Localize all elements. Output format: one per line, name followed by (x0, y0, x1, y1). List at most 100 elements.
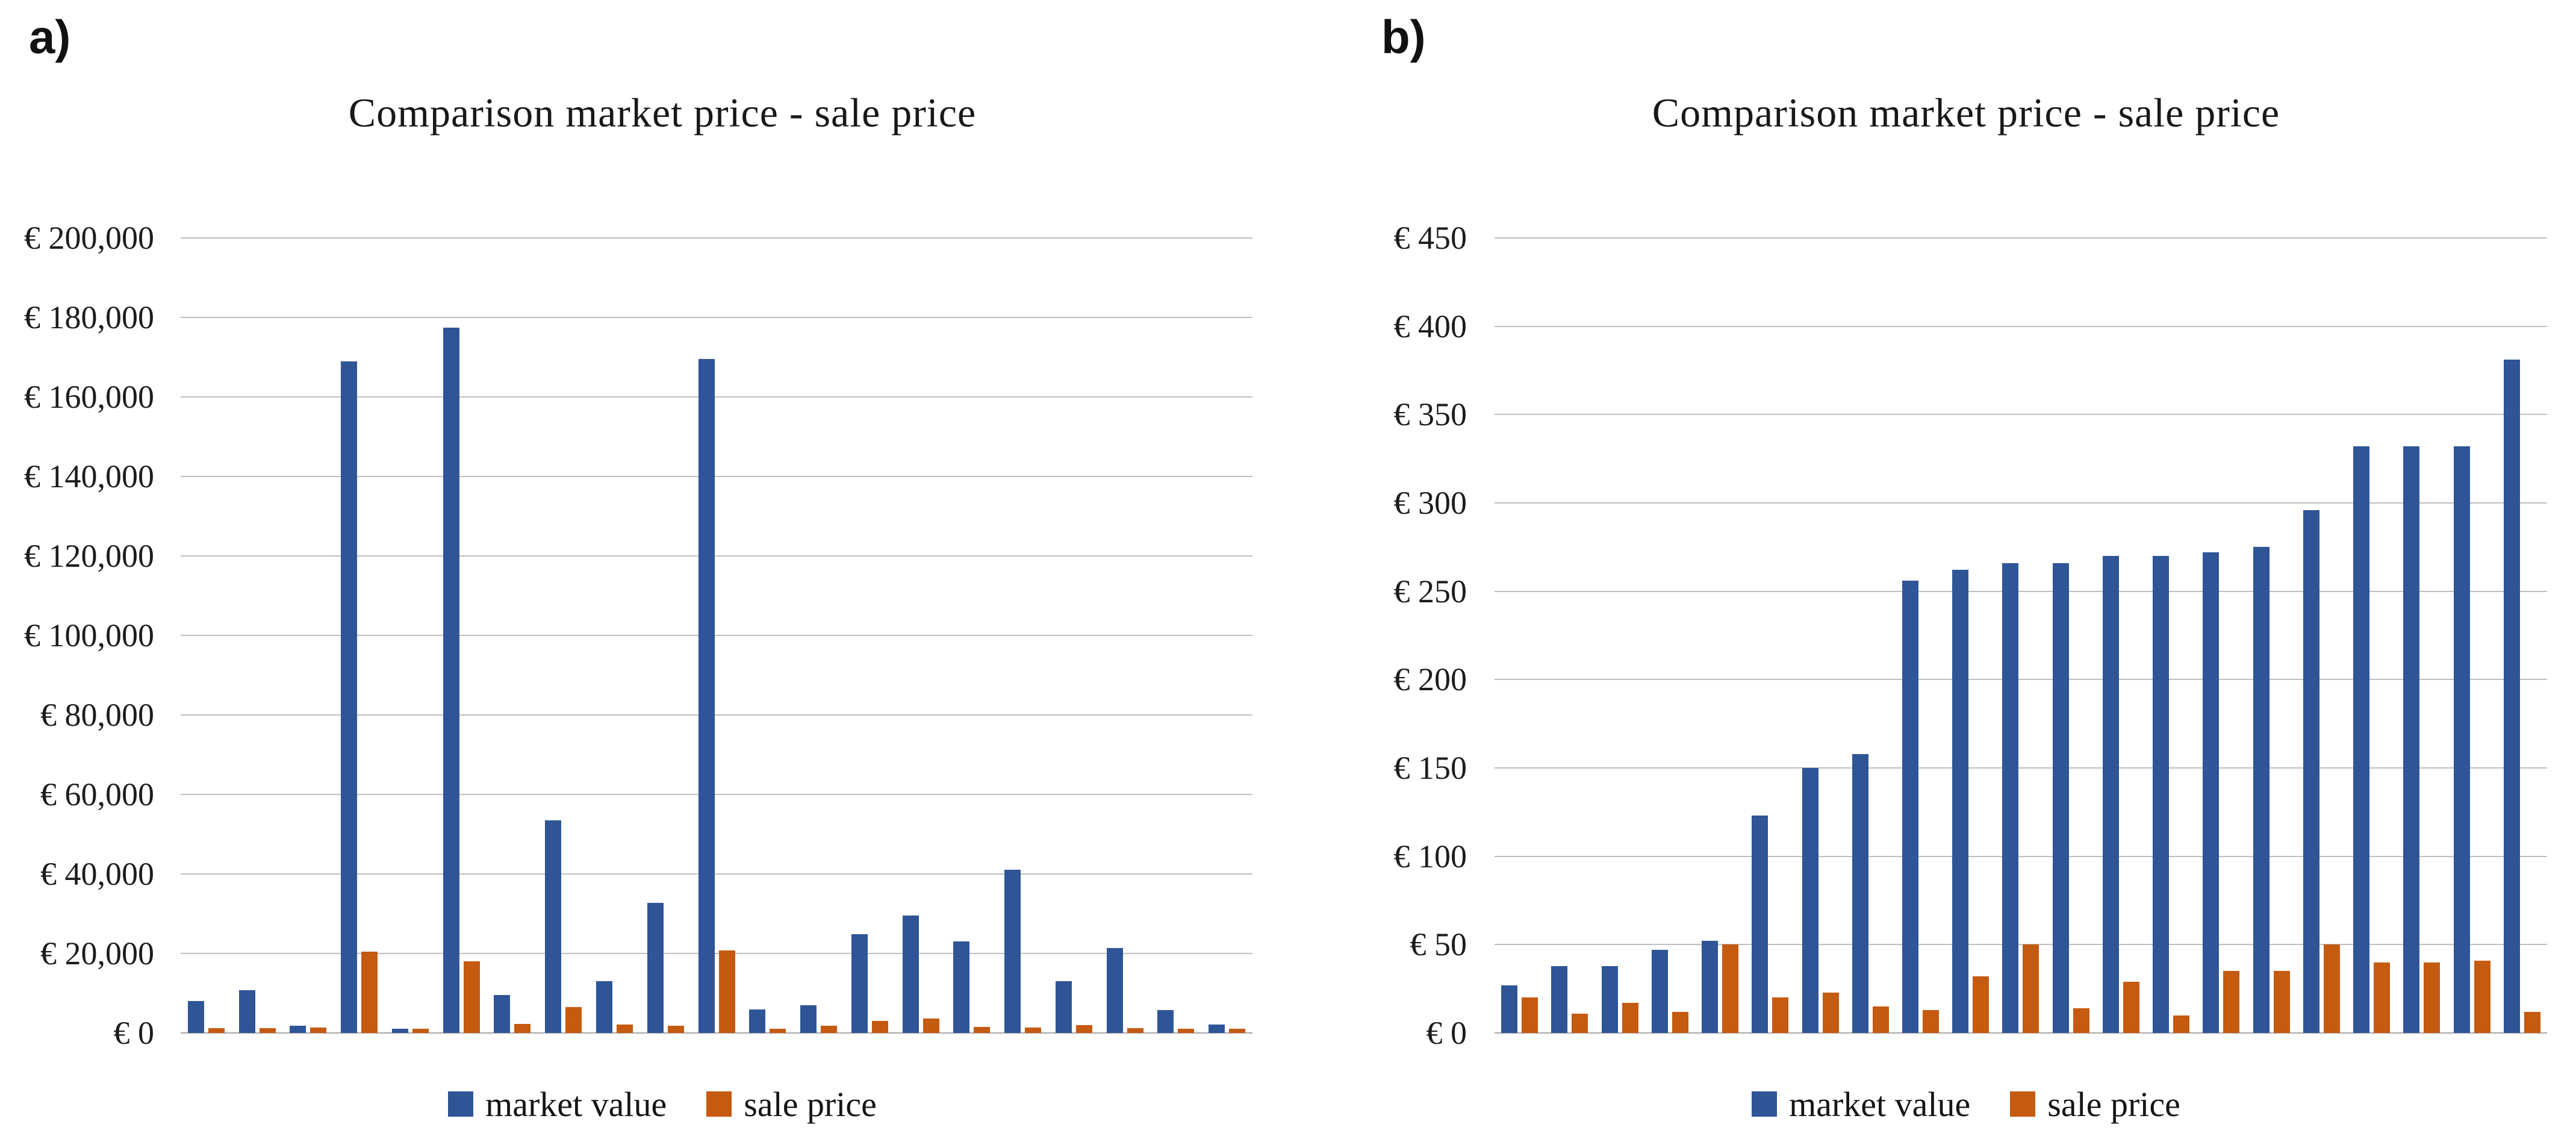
bar-sale-price (1572, 1013, 1588, 1033)
y-tick-label: € 180,000 (24, 299, 154, 335)
bar-group (844, 238, 895, 1033)
y-tick-label: € 20,000 (40, 935, 154, 972)
bar-market-value (187, 1001, 204, 1033)
gridline (181, 476, 1252, 477)
bar-sale-price (1025, 1027, 1042, 1033)
bar-sale-price (2424, 962, 2441, 1033)
bar-group (2297, 238, 2347, 1033)
bar-sale-price (2023, 944, 2039, 1033)
gridline (181, 396, 1252, 398)
bar-sale-price (208, 1028, 225, 1033)
gridline (181, 555, 1252, 557)
bar-sale-price (2524, 1011, 2540, 1033)
gridline (181, 714, 1252, 716)
y-tick-label: € 0 (113, 1015, 155, 1051)
legend-item-sale-price: sale price (706, 1084, 877, 1125)
bar-market-value (1004, 870, 1021, 1033)
bar-sale-price (2173, 1015, 2190, 1033)
bar-group (334, 238, 385, 1033)
bar-market-value (2102, 556, 2119, 1033)
bar-group (1946, 238, 1996, 1033)
bar-sale-price (310, 1027, 327, 1033)
bar-group (1594, 238, 1644, 1033)
y-tick-label: € 350 (1393, 396, 1467, 433)
bar-market-value (800, 1005, 817, 1033)
bar-sale-price (974, 1027, 991, 1033)
bar-group (283, 238, 334, 1033)
gridline (181, 873, 1252, 875)
bar-group (2497, 238, 2547, 1033)
bar-market-value (2503, 360, 2520, 1033)
bars-layer (1495, 238, 2547, 1033)
bar-sale-price (1178, 1029, 1195, 1033)
bar-group (1048, 238, 1100, 1033)
y-tick-label: € 120,000 (24, 538, 154, 574)
plot-area-a (181, 237, 1252, 1034)
legend-a: market value sale price (36, 1077, 1289, 1131)
y-axis-tick-labels-b: € 450 € 400 € 350 € 300 € 250 € 200 € 150 € 100… (1313, 220, 1467, 1051)
legend-label-market-value: market value (485, 1084, 667, 1124)
bar-market-value (494, 995, 511, 1033)
legend-item-sale-price: sale price (2010, 1084, 2180, 1125)
gridline (181, 237, 1252, 239)
gridline (181, 635, 1252, 636)
bar-sale-price (821, 1026, 838, 1033)
legend-label-sale-price: sale price (744, 1084, 877, 1124)
bar-market-value (1752, 816, 1769, 1033)
legend-b: market value sale price (1379, 1077, 2553, 1131)
bar-group (946, 238, 997, 1033)
bar-market-value (2403, 446, 2420, 1033)
bar-sale-price (2323, 944, 2340, 1033)
y-tick-label: € 50 (1410, 926, 1467, 963)
y-tick-label: € 60,000 (40, 776, 154, 813)
legend-item-market-value: market value (448, 1084, 667, 1125)
bar-sale-price (463, 961, 480, 1033)
gridline (1495, 590, 2547, 592)
bar-sale-price (565, 1007, 582, 1033)
bar-group (2247, 238, 2297, 1033)
bar-group (181, 238, 232, 1033)
y-tick-label: € 200 (1393, 661, 1467, 698)
bar-sale-price (412, 1029, 429, 1033)
bar-group (691, 238, 742, 1033)
bar-market-value (2203, 552, 2220, 1033)
bar-market-value (953, 941, 970, 1033)
bar-sale-price (1672, 1011, 1688, 1033)
bar-sale-price (1522, 997, 1538, 1033)
bar-group (1695, 238, 1745, 1033)
bar-market-value (2002, 563, 2019, 1033)
bar-market-value (1802, 768, 1818, 1033)
bar-group (1100, 238, 1151, 1033)
bar-sale-price (1822, 992, 1839, 1033)
bar-sale-price (2374, 962, 2391, 1033)
bar-market-value (1601, 966, 1618, 1033)
y-axis-tick-labels-a: € 200,000 € 180,000 € 160,000 € 140,000 € 12… (0, 220, 154, 1051)
bar-sale-price (718, 950, 735, 1033)
bar-group (2347, 238, 2397, 1033)
bar-group (1201, 238, 1252, 1033)
bar-market-value (902, 916, 919, 1033)
gridline (1495, 414, 2547, 416)
bar-market-value (238, 990, 255, 1033)
bar-sale-price (259, 1028, 276, 1033)
bar-sale-price (1973, 976, 1990, 1033)
market-value-swatch-icon (1752, 1091, 1778, 1117)
bar-market-value (1651, 950, 1668, 1033)
bar-group (1795, 238, 1845, 1033)
y-tick-label: € 160,000 (24, 379, 154, 415)
bar-sale-price (1722, 944, 1739, 1033)
bar-group (2046, 238, 2096, 1033)
bar-group (895, 238, 947, 1033)
panel-label-a: a) (29, 10, 71, 63)
bar-sale-price (770, 1028, 786, 1033)
bar-sale-price (922, 1018, 939, 1033)
bar-sale-price (1772, 997, 1789, 1033)
bar-sale-price (1622, 1003, 1638, 1033)
bar-sale-price (617, 1025, 633, 1033)
bar-group (742, 238, 793, 1033)
chart-title-a: Comparison market price - sale price (348, 90, 977, 136)
bar-sale-price (514, 1024, 531, 1033)
bar-group (1896, 238, 1946, 1033)
gridline (1495, 855, 2547, 857)
x-axis-baseline (181, 1032, 1252, 1034)
